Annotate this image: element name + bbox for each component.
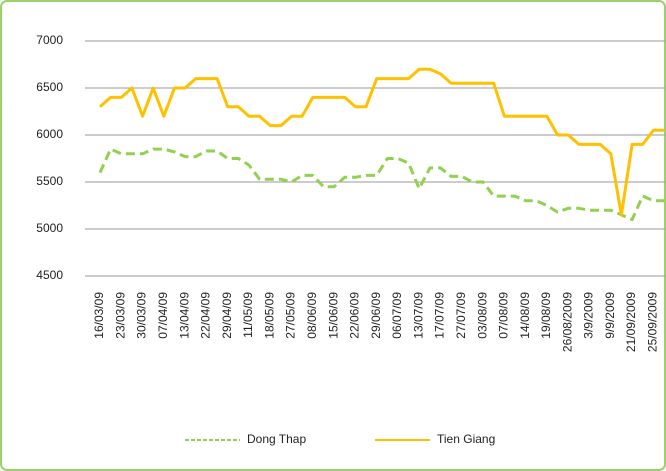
x-tick-label: 9/9/2009 [603, 292, 617, 339]
y-tick-label: 6500 [36, 80, 63, 94]
x-tick-label: 07/04/09 [156, 292, 170, 339]
x-tick-label: 17/07/09 [433, 292, 447, 339]
x-tick-label: 13/04/09 [177, 292, 191, 339]
line-series [98, 147, 664, 222]
x-tick-label: 30/03/09 [135, 292, 149, 339]
x-tick-label: 06/07/09 [390, 292, 404, 339]
y-tick-label: 5500 [36, 174, 63, 188]
x-tick-label: 22/06/09 [348, 292, 362, 339]
x-tick-label: 29/04/09 [220, 292, 234, 339]
x-tick-label: 27/07/09 [454, 292, 468, 339]
x-tick-label: 3/9/2009 [582, 292, 596, 339]
x-tick-label: 25/09/2009 [646, 292, 660, 352]
legend-label: Tien Giang [437, 432, 495, 446]
x-tick-label: 15/06/09 [326, 292, 340, 339]
x-tick-label: 07/08/09 [497, 292, 511, 339]
x-tick-label: 27/05/09 [284, 292, 298, 339]
x-tick-label: 14/08/09 [518, 292, 532, 339]
legend-label: Dong Thap [247, 432, 306, 446]
x-tick-label: 11/05/09 [241, 292, 255, 338]
x-tick-label: 22/04/09 [199, 292, 213, 339]
x-tick-label: 29/06/09 [369, 292, 383, 339]
y-tick-label: 5000 [36, 221, 63, 235]
x-tick-label: 18/05/09 [262, 292, 276, 339]
x-tick-label: 03/08/09 [475, 292, 489, 339]
line-series [99, 67, 664, 217]
y-tick-label: 4500 [36, 268, 63, 282]
y-tick-label: 6000 [36, 127, 63, 141]
x-tick-label: 16/03/09 [92, 292, 106, 339]
x-tick-label: 21/09/2009 [624, 292, 638, 352]
x-tick-label: 23/03/09 [113, 292, 127, 339]
x-tick-label: 26/08/2009 [560, 292, 574, 352]
y-tick-label: 7000 [36, 33, 63, 47]
x-tick-label: 19/08/09 [539, 292, 553, 339]
x-tick-label: 13/07/09 [411, 292, 425, 339]
x-tick-label: 08/06/09 [305, 292, 319, 339]
